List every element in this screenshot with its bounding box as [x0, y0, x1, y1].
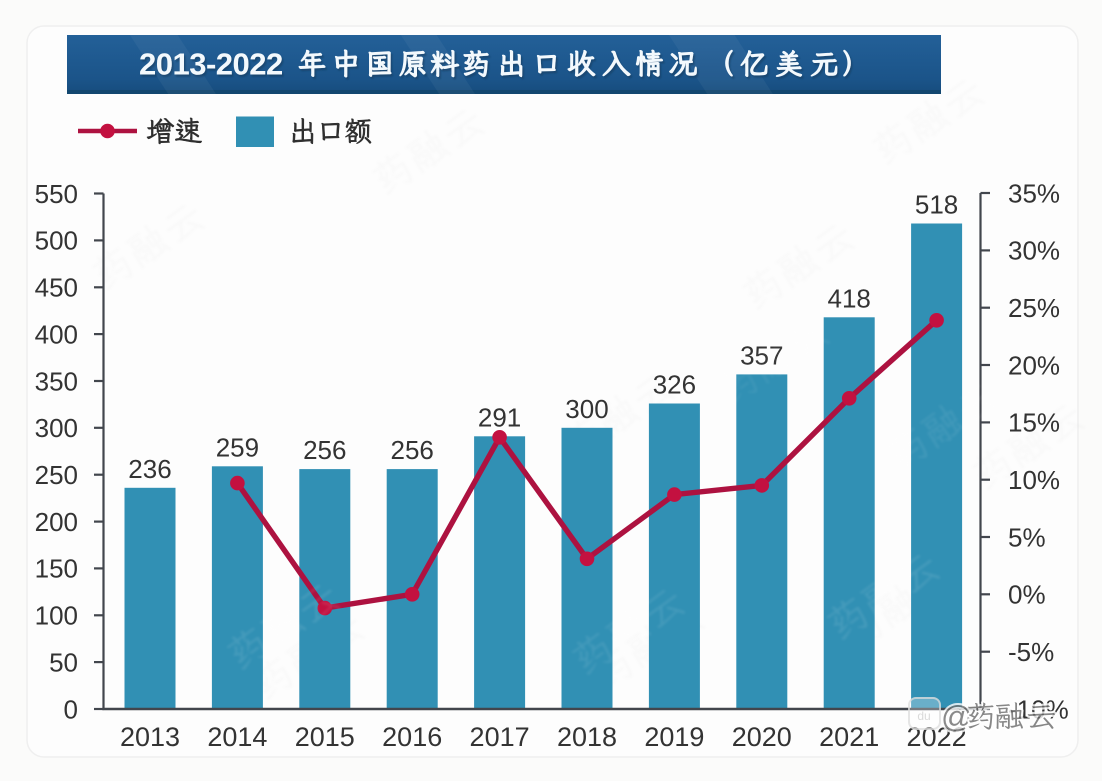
svg-text:200: 200: [35, 507, 78, 537]
svg-text:2022: 2022: [907, 722, 967, 752]
svg-text:0: 0: [64, 694, 78, 724]
svg-text:300: 300: [565, 394, 608, 424]
svg-text:300: 300: [35, 413, 78, 443]
svg-text:2019: 2019: [644, 722, 704, 752]
svg-text:@: @: [941, 699, 972, 734]
svg-text:10%: 10%: [1008, 465, 1060, 495]
svg-text:2021: 2021: [819, 722, 879, 752]
svg-text:2014: 2014: [207, 722, 267, 752]
svg-text:400: 400: [35, 319, 78, 349]
svg-text:du: du: [917, 709, 930, 723]
svg-text:500: 500: [35, 226, 78, 256]
svg-text:0%: 0%: [1008, 580, 1046, 610]
svg-text:418: 418: [828, 283, 871, 313]
svg-text:256: 256: [391, 435, 434, 465]
svg-text:30%: 30%: [1008, 236, 1060, 266]
svg-text:550: 550: [35, 179, 78, 209]
svg-text:2015: 2015: [295, 722, 355, 752]
svg-text:2020: 2020: [732, 722, 792, 752]
svg-text:2016: 2016: [382, 722, 442, 752]
svg-text:20%: 20%: [1008, 350, 1060, 380]
svg-text:-5%: -5%: [1008, 637, 1054, 667]
svg-text:50: 50: [49, 647, 78, 677]
svg-text:518: 518: [915, 190, 958, 220]
svg-text:256: 256: [303, 435, 346, 465]
svg-text:236: 236: [128, 454, 171, 484]
svg-text:5%: 5%: [1008, 522, 1046, 552]
svg-text:150: 150: [35, 554, 78, 584]
svg-text:25%: 25%: [1008, 293, 1060, 323]
svg-text:15%: 15%: [1008, 408, 1060, 438]
svg-text:326: 326: [653, 370, 696, 400]
svg-text:35%: 35%: [1008, 178, 1060, 208]
svg-text:2017: 2017: [470, 722, 530, 752]
svg-text:291: 291: [478, 402, 521, 432]
svg-text:2018: 2018: [557, 722, 617, 752]
svg-text:100: 100: [35, 601, 78, 631]
svg-text:2013: 2013: [120, 722, 180, 752]
svg-text:450: 450: [35, 273, 78, 303]
svg-text:250: 250: [35, 460, 78, 490]
svg-text:350: 350: [35, 366, 78, 396]
svg-text:259: 259: [216, 432, 259, 462]
svg-text:2013-2022: 2013-2022: [139, 47, 283, 82]
